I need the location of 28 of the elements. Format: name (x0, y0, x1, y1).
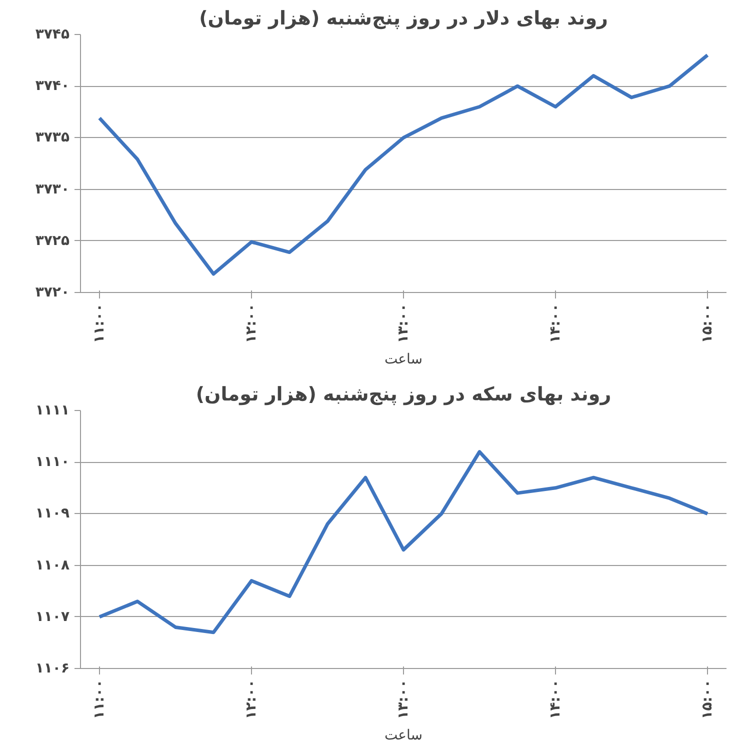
y-tick-label: ۳۷۲۰ (35, 284, 70, 300)
x-tick-label: ۱۲:۰۰ (244, 303, 260, 344)
x-tick-label: ۱۴:۰۰ (548, 303, 564, 344)
x-tick-label: ۱۱:۰۰ (92, 679, 108, 720)
x-tick-label: ۱۱:۰۰ (92, 303, 108, 344)
line-series (98, 53, 710, 276)
x-tick-label: ۱۴:۰۰ (548, 679, 564, 720)
chart-title: روند بهای دلار در روز پنج‌شنبه (هزار تومان) (199, 8, 608, 30)
x-axis-title: ساعت (384, 351, 423, 368)
y-tick-label: ۳۷۲۵ (35, 232, 70, 249)
y-tick-label: ۱۱۰۹ (35, 506, 70, 522)
x-tick-label: ۱۳:۰۰ (396, 303, 412, 344)
x-axis-title: ساعت (384, 727, 423, 744)
x-tick-label: ۱۵:۰۰ (700, 679, 716, 720)
y-tick-label: ۱۱۱۰ (35, 454, 70, 470)
x-tick-label: ۱۳:۰۰ (396, 679, 412, 720)
chart-title: روند بهای سکه در روز پنج‌شنبه (هزار تومان) (196, 384, 612, 406)
y-tick-label: ۳۷۴۵ (35, 26, 70, 42)
x-tick-label: ۱۵:۰۰ (700, 303, 716, 344)
y-tick-label: ۳۷۳۵ (35, 130, 70, 146)
line-series (98, 450, 710, 634)
y-tick-label: ۳۷۳۰ (35, 181, 70, 198)
y-tick-label: ۱۱۰۶ (35, 660, 70, 676)
y-tick-label: ۱۱۰۷ (35, 608, 70, 625)
y-tick-label: ۱۱۱۱ (35, 402, 70, 418)
x-tick-label: ۱۲:۰۰ (244, 679, 260, 720)
y-tick-label: ۱۱۰۸ (35, 557, 70, 574)
y-tick-label: ۳۷۴۰ (35, 78, 70, 94)
